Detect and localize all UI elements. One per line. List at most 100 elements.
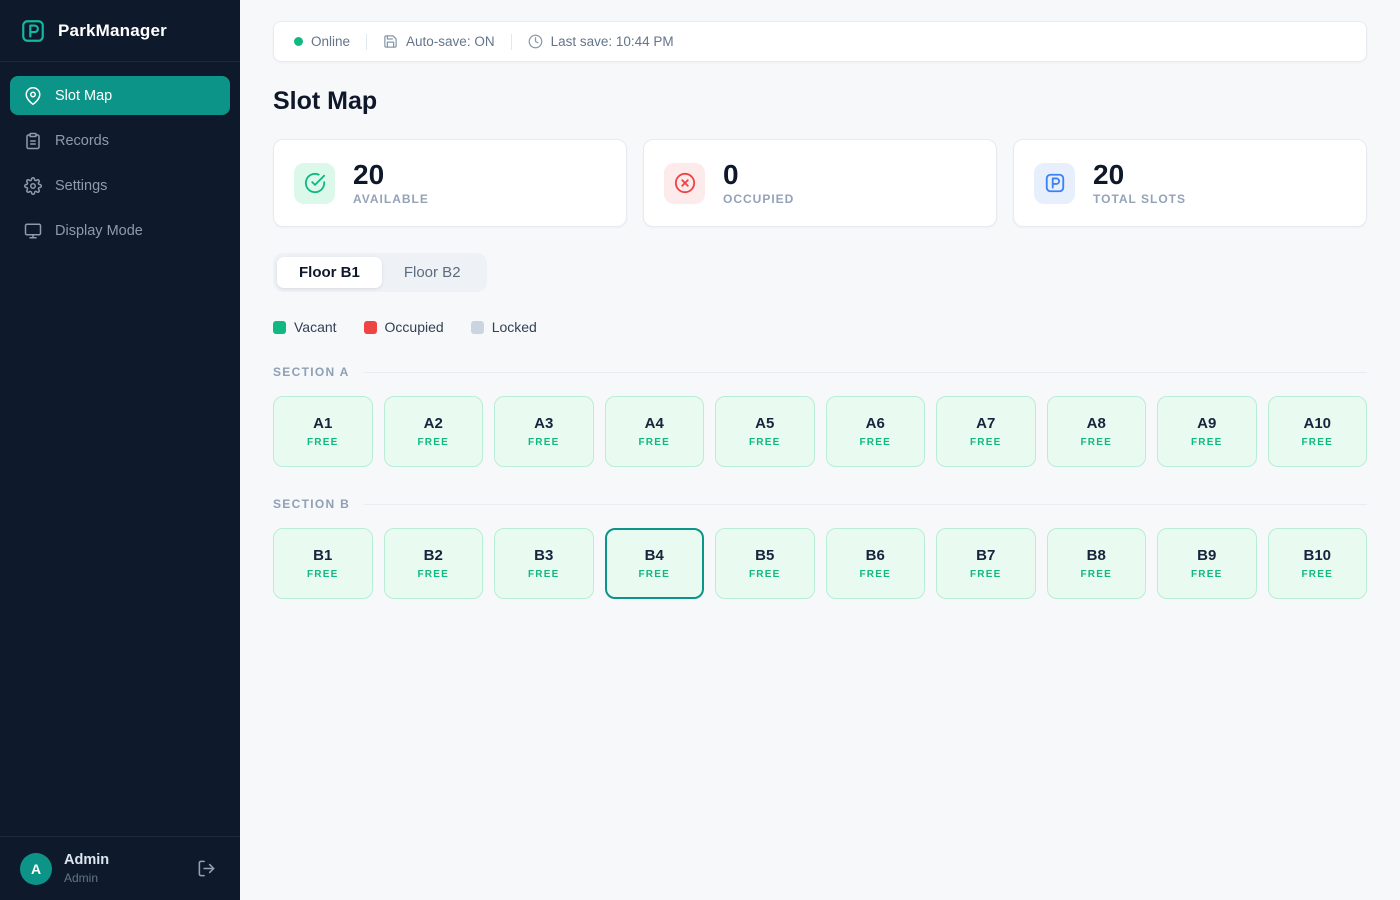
legend-label: Vacant (294, 319, 337, 336)
slot-status: FREE (970, 437, 1002, 449)
page-title: Slot Map (273, 87, 378, 115)
parking-slot[interactable]: A5 FREE (715, 396, 815, 468)
locked-swatch-icon (470, 320, 484, 334)
last-save-status: Last save: 10:44 PM (528, 34, 674, 49)
slot-status: FREE (1301, 437, 1333, 449)
avatar: A (20, 852, 52, 885)
slot-status: FREE (417, 569, 449, 581)
slot-id: A8 (1086, 415, 1106, 433)
slot-status: FREE (1080, 569, 1112, 581)
parking-slot[interactable]: A9 FREE (1157, 396, 1257, 468)
floor-tabs: Floor B1 Floor B2 (273, 253, 487, 293)
slot-status: FREE (307, 437, 339, 449)
online-label: Online (311, 34, 351, 49)
parking-slot[interactable]: A10 FREE (1267, 396, 1367, 468)
parking-slot[interactable]: B4 FREE (604, 528, 704, 600)
clipboard-icon (24, 132, 42, 150)
stat-card-total: 20 TOTAL SLOTS (1013, 139, 1367, 228)
parking-slot[interactable]: B6 FREE (825, 528, 925, 600)
slot-status: FREE (749, 437, 781, 449)
sidebar-item-records[interactable]: Records (10, 121, 230, 160)
clock-icon (528, 34, 543, 49)
slot-id: B10 (1303, 547, 1332, 565)
section-divider (363, 371, 1367, 373)
legend: Vacant Occupied Locked (273, 319, 1367, 335)
divider (510, 33, 512, 50)
x-circle-icon (664, 162, 705, 204)
parking-slot[interactable]: A8 FREE (1046, 396, 1146, 468)
occupied-swatch-icon (363, 320, 377, 334)
sidebar-item-display-mode[interactable]: Display Mode (10, 211, 230, 250)
parking-slot[interactable]: A3 FREE (494, 396, 594, 468)
slot-id: B5 (755, 547, 775, 565)
stat-label: AVAILABLE (353, 192, 429, 207)
check-circle-icon (294, 162, 335, 204)
stat-card-available: 20 AVAILABLE (273, 139, 627, 228)
parking-slot[interactable]: B2 FREE (383, 528, 483, 600)
user-panel: A Admin Admin (0, 836, 240, 900)
parking-slot[interactable]: B1 FREE (273, 528, 373, 600)
logout-icon (197, 859, 216, 878)
app-name: ParkManager (58, 21, 167, 40)
section-a-header: SECTION A (273, 365, 1367, 379)
slot-id: A2 (423, 415, 443, 433)
slot-id: A6 (865, 415, 885, 433)
sidebar-item-settings[interactable]: Settings (10, 166, 230, 205)
parking-slot[interactable]: A7 FREE (936, 396, 1036, 468)
sidebar-item-label: Records (55, 132, 109, 149)
parking-slot[interactable]: A4 FREE (604, 396, 704, 468)
stat-value: 20 (1093, 159, 1125, 190)
tab-floor-b2[interactable]: Floor B2 (382, 257, 483, 288)
divider (366, 33, 368, 50)
online-dot-icon (294, 37, 303, 46)
slot-status: FREE (749, 569, 781, 581)
parking-slot[interactable]: B3 FREE (494, 528, 594, 600)
slot-id: B1 (313, 547, 333, 565)
stat-label: TOTAL SLOTS (1093, 192, 1187, 207)
slot-status: FREE (859, 569, 891, 581)
legend-item-locked: Locked (470, 319, 537, 335)
slot-status: FREE (1080, 437, 1112, 449)
slot-id: B6 (865, 547, 885, 565)
user-name: Admin (64, 852, 110, 868)
sidebar-item-slot-map[interactable]: Slot Map (10, 76, 230, 115)
slot-id: B3 (534, 547, 554, 565)
status-bar: Online Auto-save: ON Last save: 10:44 PM (273, 21, 1367, 62)
sidebar: ParkManager Slot Map Records (0, 0, 240, 900)
slot-id: A9 (1197, 415, 1217, 433)
parking-slot[interactable]: B9 FREE (1157, 528, 1257, 600)
map-pin-icon (24, 86, 42, 105)
stat-value: 0 (723, 159, 739, 190)
slot-id: A4 (644, 415, 664, 433)
slot-status: FREE (528, 437, 560, 449)
parking-slot[interactable]: A2 FREE (383, 396, 483, 468)
logout-button[interactable] (193, 855, 220, 882)
parking-logo-icon (20, 18, 46, 44)
stat-text: 20 TOTAL SLOTS (1093, 159, 1187, 207)
parking-slot[interactable]: B7 FREE (936, 528, 1036, 600)
slot-status: FREE (528, 569, 560, 581)
parking-slot[interactable]: B8 FREE (1046, 528, 1146, 600)
legend-label: Occupied (384, 319, 444, 336)
slot-status: FREE (1191, 437, 1223, 449)
slot-id: B7 (976, 547, 996, 565)
legend-item-occupied: Occupied (363, 319, 444, 336)
parking-slot[interactable]: A6 FREE (825, 396, 925, 468)
sidebar-item-label: Display Mode (55, 222, 143, 239)
parking-slot[interactable]: B10 FREE (1267, 528, 1367, 600)
slot-id: B9 (1197, 547, 1217, 565)
tab-floor-b1[interactable]: Floor B1 (277, 257, 382, 289)
autosave-label: Auto-save: ON (406, 34, 495, 49)
slot-id: B4 (644, 547, 664, 565)
stat-text: 0 OCCUPIED (723, 159, 794, 207)
slot-id: A10 (1303, 415, 1332, 433)
slot-status: FREE (307, 569, 339, 581)
gear-icon (24, 176, 42, 195)
parking-slot[interactable]: B5 FREE (715, 528, 815, 600)
slot-id: B2 (423, 547, 443, 565)
parking-slot[interactable]: A1 FREE (273, 396, 373, 468)
sidebar-item-label: Slot Map (55, 87, 113, 104)
last-save-label: Last save: 10:44 PM (550, 34, 674, 49)
save-icon (383, 34, 398, 49)
slot-id: B8 (1086, 547, 1106, 565)
